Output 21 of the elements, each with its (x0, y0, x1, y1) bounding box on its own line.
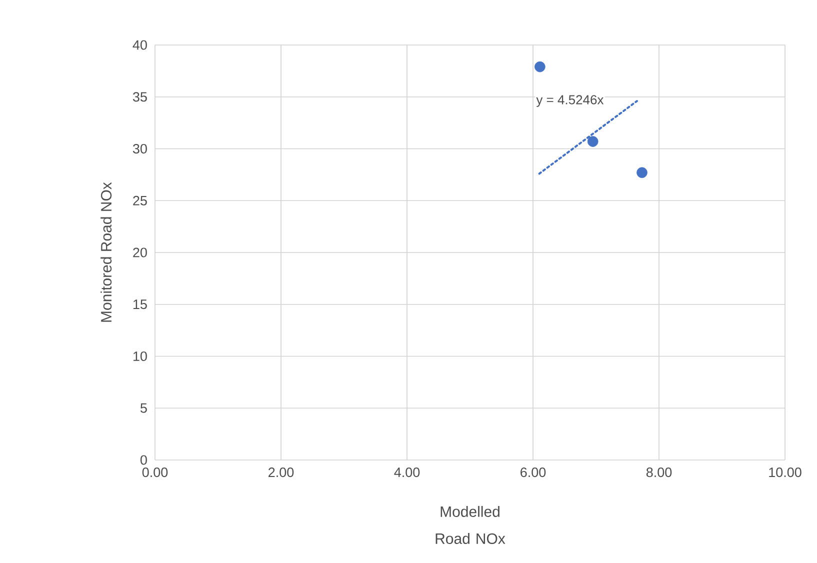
y-axis-title: Monitored Road NOx (100, 182, 112, 322)
y-tick-label: 30 (132, 144, 147, 154)
y-tick-label: 35 (132, 92, 147, 102)
x-axis-title: Modelled Road NOx (436, 506, 506, 544)
annotation: y = 4.5246x (536, 95, 604, 107)
x-tick-label: 4.00 (394, 468, 420, 478)
point (587, 136, 598, 147)
y-tick-label: 0 (140, 455, 147, 465)
y-tick-label: 10 (133, 351, 147, 362)
x-tick-label: 10.00 (769, 468, 802, 478)
x-tick-label: 0.00 (142, 468, 168, 478)
point (636, 167, 648, 178)
y-tick-label: 5 (140, 403, 147, 413)
y-tick-label: 15 (133, 300, 147, 310)
x-tick-label: 8.00 (646, 468, 672, 478)
y-tick-label: 40 (132, 40, 147, 50)
y-tick-label: 20 (133, 248, 147, 258)
x-tick-label: 6.00 (520, 468, 546, 478)
x-tick-label: 2.00 (268, 468, 294, 478)
point (534, 61, 546, 72)
y-tick-label: 25 (133, 196, 147, 206)
